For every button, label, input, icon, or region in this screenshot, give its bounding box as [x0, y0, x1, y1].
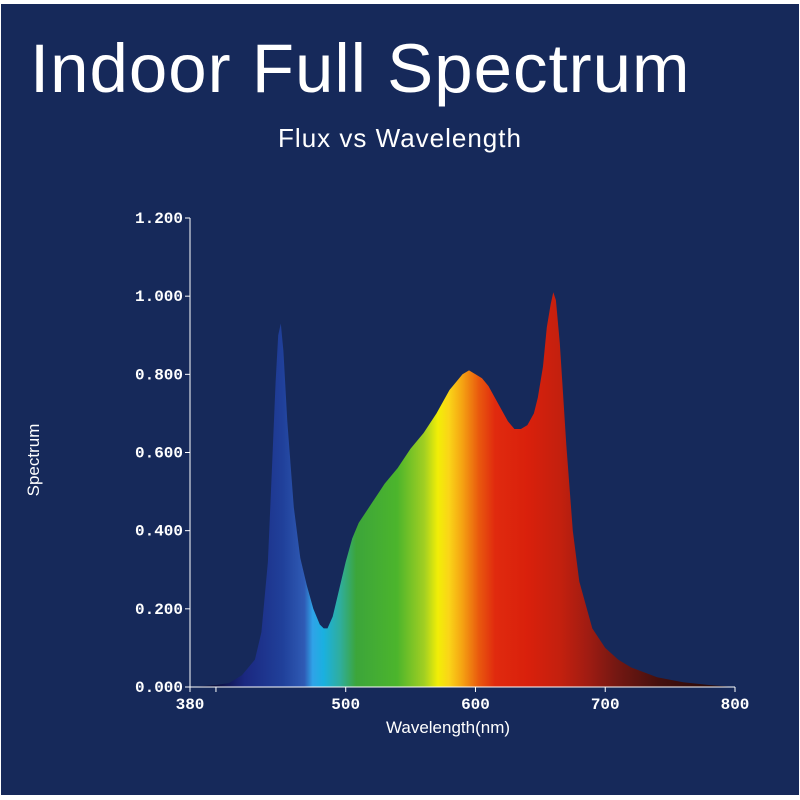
- y-tick-label: 0.200: [135, 601, 183, 619]
- x-tick-label: 800: [721, 696, 750, 714]
- y-tick-label: 0.400: [135, 523, 183, 541]
- x-tick-label: 380: [176, 696, 205, 714]
- x-axis-title: Wavelength(nm): [386, 718, 510, 737]
- y-tick-label: 1.000: [135, 288, 183, 306]
- y-axis-title: Spectrum: [24, 424, 43, 497]
- chart-title: Indoor Full Spectrum: [30, 30, 691, 107]
- chart-subtitle: Flux vs Wavelength: [278, 123, 522, 153]
- spectrum-area: [190, 292, 735, 687]
- x-tick-label: 600: [461, 696, 490, 714]
- y-tick-label: 0.000: [135, 679, 183, 697]
- x-tick-label: 500: [331, 696, 360, 714]
- y-tick-label: 0.800: [135, 366, 183, 384]
- y-tick-label: 1.200: [135, 210, 183, 228]
- x-tick-label: 700: [591, 696, 620, 714]
- y-tick-label: 0.600: [135, 445, 183, 463]
